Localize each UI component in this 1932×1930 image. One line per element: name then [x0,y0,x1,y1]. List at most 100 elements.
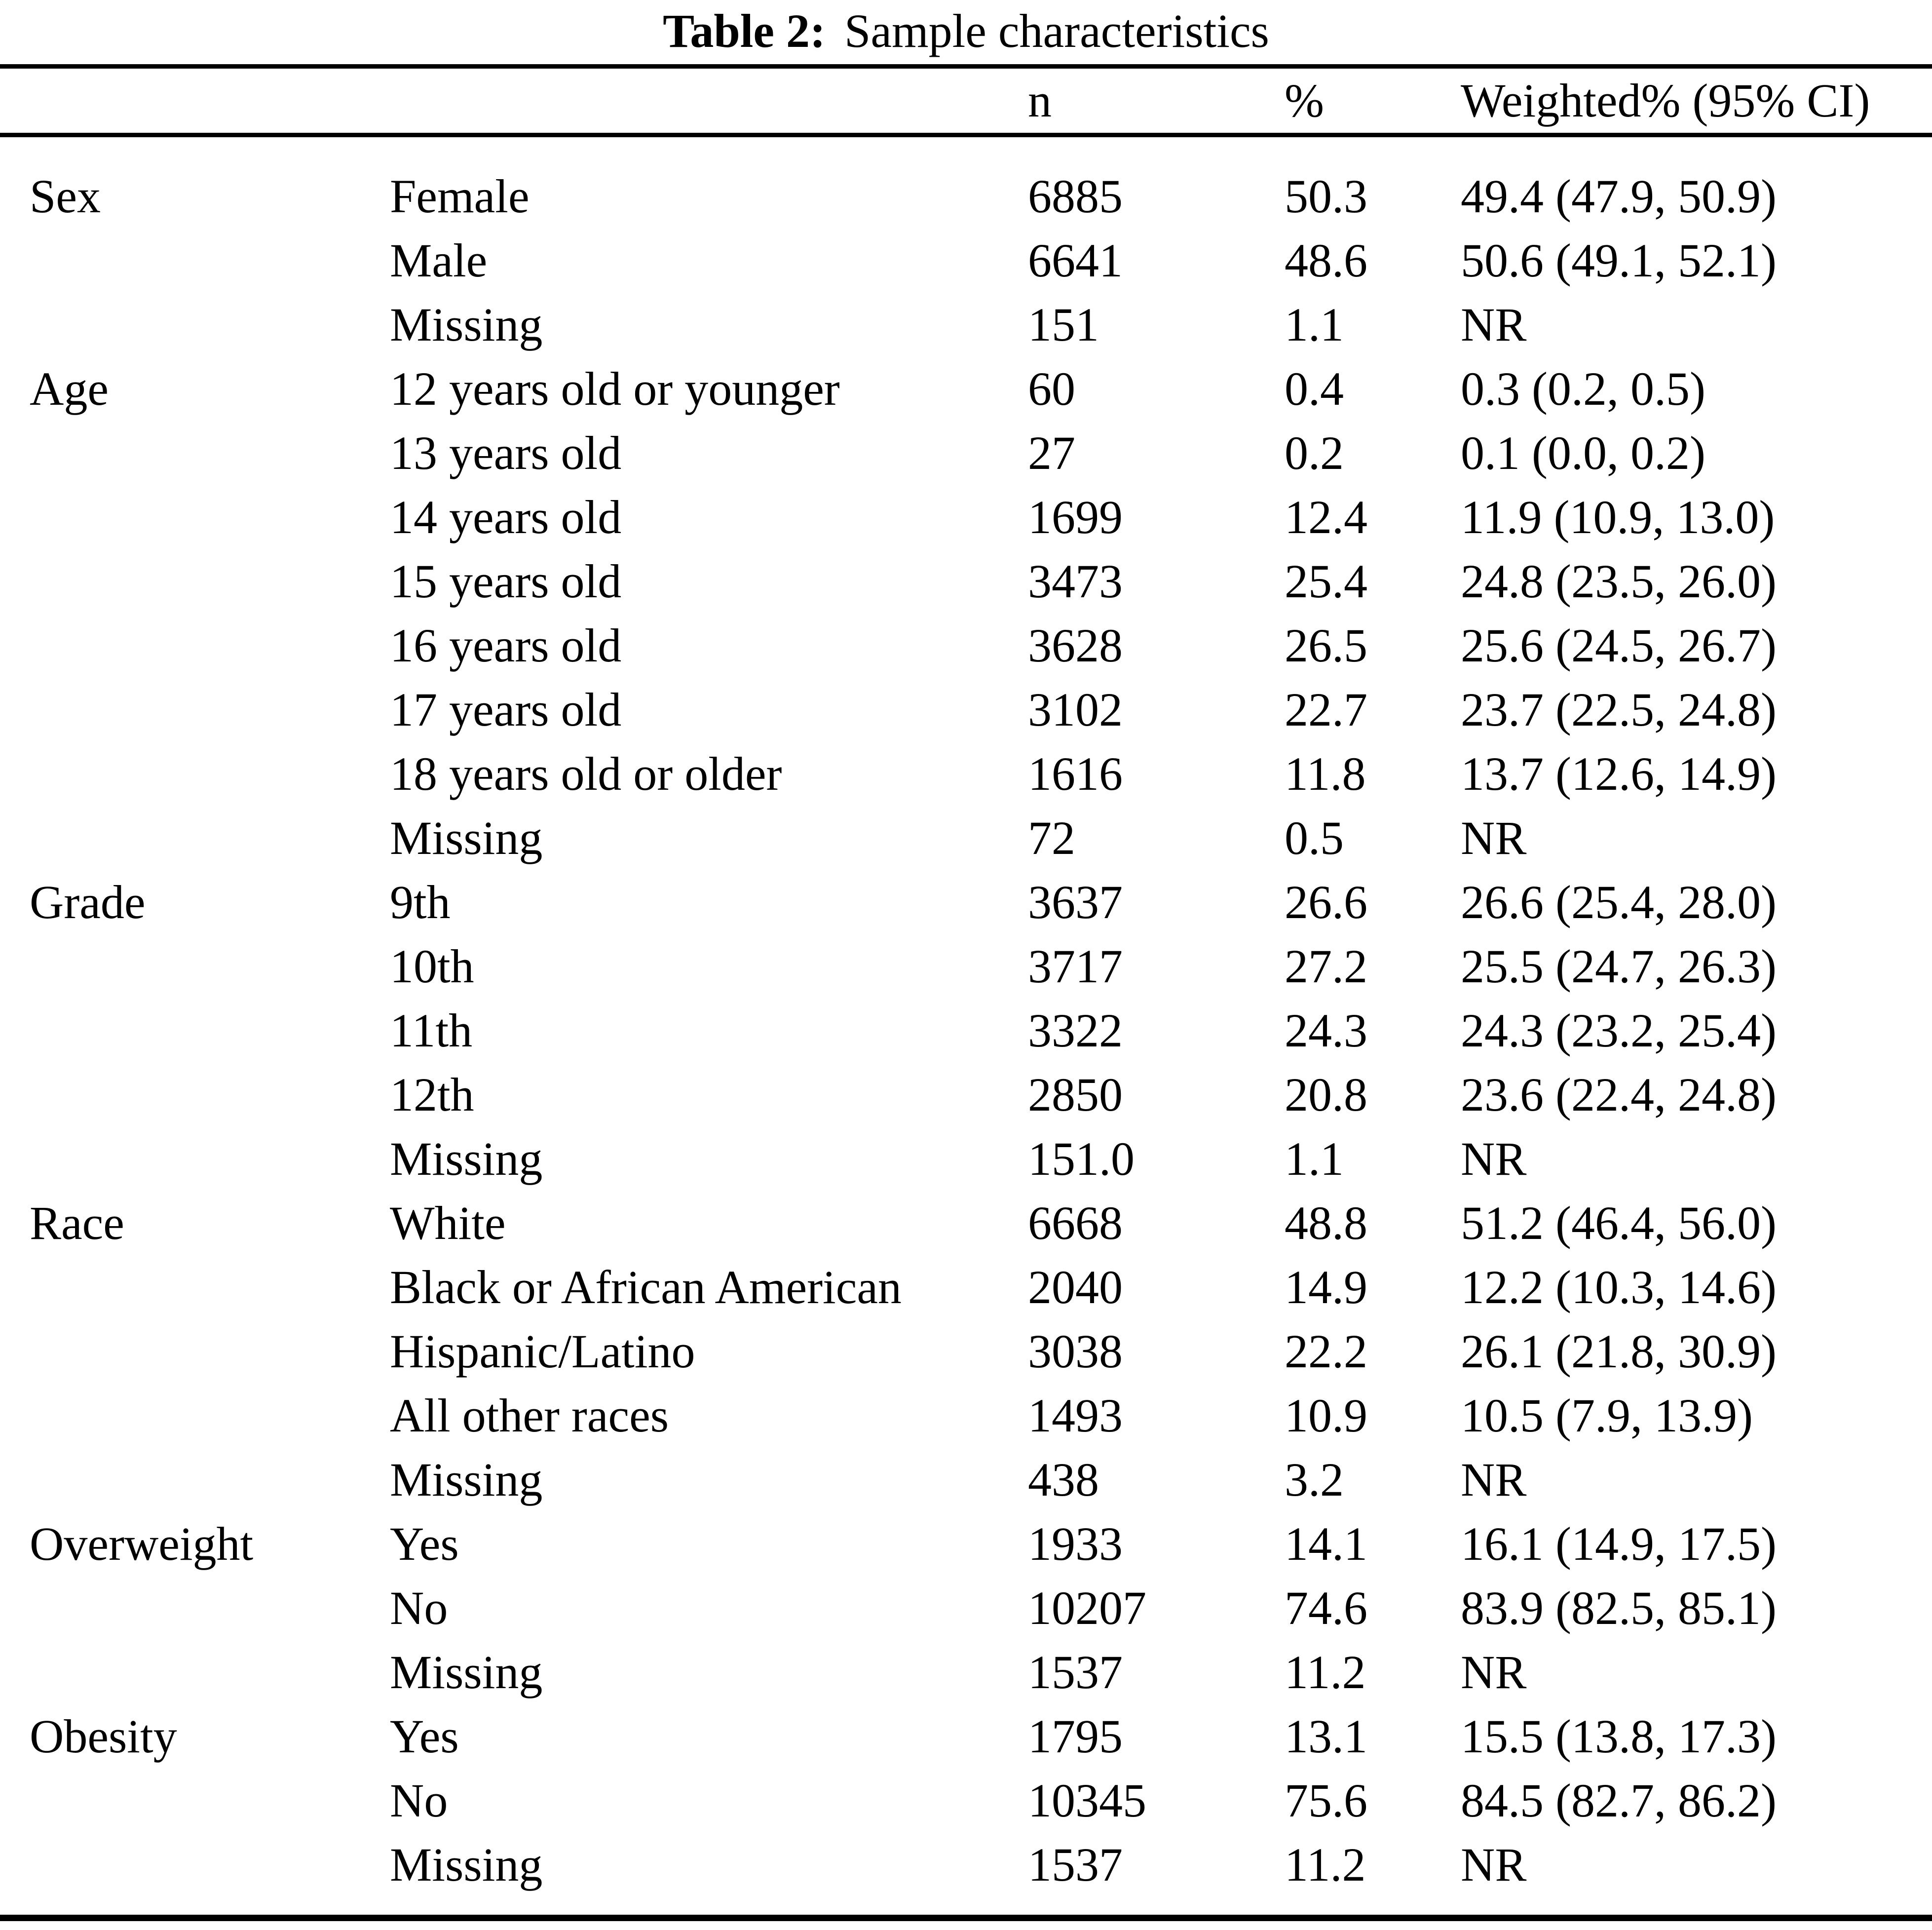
weighted-ci-cell: 13.7 (12.6, 14.9) [1461,747,1777,800]
category-cell [0,1576,390,1640]
col-header-pct: % [1285,74,1324,127]
table-row: 17 years old 3102 22.7 23.7 (22.5, 24.8) [0,678,1932,742]
n-cell: 3473 [1028,555,1123,608]
subcategory-cell: Missing [390,1132,543,1185]
n-cell: 3628 [1028,619,1123,672]
weighted-ci-cell: 0.3 (0.2, 0.5) [1461,362,1705,415]
subcategory-cell: 11th [390,1004,473,1057]
category-cell [0,1063,390,1127]
pct-cell: 24.3 [1285,1004,1367,1057]
weighted-ci-cell: 49.4 (47.9, 50.9) [1461,170,1777,223]
subcategory-cell: No [390,1774,448,1827]
pct-cell: 12.4 [1285,491,1367,543]
table-row: Missing 151 1.1 NR [0,293,1932,357]
subcategory-cell: 9th [390,876,451,928]
n-cell: 3637 [1028,876,1123,928]
category-cell: Obesity [30,1710,177,1763]
table-row: Missing 151.0 1.1 NR [0,1127,1932,1191]
pct-cell: 26.6 [1285,876,1367,928]
subcategory-cell: Missing [390,1453,543,1506]
subcategory-cell: Male [390,234,488,287]
table-row: Missing 72 0.5 NR [0,806,1932,870]
pct-cell: 27.2 [1285,940,1367,993]
n-cell: 1616 [1028,747,1123,800]
col-header-n: n [1028,74,1052,127]
pct-cell: 22.2 [1285,1325,1367,1378]
subcategory-cell: White [390,1197,506,1249]
category-cell [0,1769,390,1833]
weighted-ci-cell: 23.7 (22.5, 24.8) [1461,683,1777,736]
n-cell: 3038 [1028,1325,1123,1378]
weighted-ci-cell: 25.6 (24.5, 26.7) [1461,619,1777,672]
table-rule-header-bottom [0,133,1932,137]
category-cell [0,1640,390,1704]
weighted-ci-cell: 26.1 (21.8, 30.9) [1461,1325,1777,1378]
table-rule-bottom [0,1915,1932,1921]
subcategory-cell: Missing [390,1646,543,1698]
table-row: 14 years old 1699 12.4 11.9 (10.9, 13.0) [0,485,1932,549]
subcategory-cell: 14 years old [390,491,622,543]
table-row: Missing 1537 11.2 NR [0,1640,1932,1704]
table-row: 18 years old or older 1616 11.8 13.7 (12.6,… [0,742,1932,806]
pct-cell: 11.2 [1285,1646,1366,1698]
subcategory-cell: Black or African American [390,1261,902,1313]
weighted-ci-cell: 24.8 (23.5, 26.0) [1461,555,1777,608]
n-cell: 438 [1028,1453,1099,1506]
category-cell [0,485,390,549]
subcategory-cell: Yes [390,1517,459,1570]
subcategory-cell: 12 years old or younger [390,362,840,415]
category-cell: Overweight [30,1517,254,1570]
category-cell [0,1833,390,1897]
table-row: 11th 3322 24.3 24.3 (23.2, 25.4) [0,999,1932,1063]
table-row: Race White 6668 48.8 51.2 (46.4, 56.0) [0,1191,1932,1255]
sample-table-body: Sex Female 6885 50.3 49.4 (47.9, 50.9) Male 66… [0,137,1932,1915]
subcategory-cell: All other races [390,1389,669,1442]
pct-cell: 22.7 [1285,683,1367,736]
weighted-ci-cell: 84.5 (82.7, 86.2) [1461,1774,1777,1827]
pct-cell: 48.6 [1285,234,1367,287]
category-cell [0,1384,390,1448]
pct-cell: 25.4 [1285,555,1367,608]
weighted-ci-cell: 51.2 (46.4, 56.0) [1461,1197,1777,1249]
table-row: Sex Female 6885 50.3 49.4 (47.9, 50.9) [0,164,1932,229]
pct-cell: 26.5 [1285,619,1367,672]
n-cell: 10345 [1028,1774,1146,1827]
weighted-ci-cell: NR [1461,298,1527,351]
weighted-ci-cell: NR [1461,811,1527,864]
category-cell [0,1255,390,1319]
pct-cell: 14.9 [1285,1261,1367,1313]
subcategory-cell: 18 years old or older [390,747,782,800]
weighted-ci-cell: 26.6 (25.4, 28.0) [1461,876,1777,928]
category-cell [0,1448,390,1512]
pct-cell: 20.8 [1285,1068,1367,1121]
table-title-number: Table 2: [663,4,826,57]
n-cell: 72 [1028,811,1075,864]
weighted-ci-cell: 12.2 (10.3, 14.6) [1461,1261,1777,1313]
category-cell [0,549,390,614]
subcategory-cell: 12th [390,1068,474,1121]
weighted-ci-cell: 0.1 (0.0, 0.2) [1461,426,1705,479]
subcategory-cell: 10th [390,940,474,993]
table-row: Overweight Yes 1933 14.1 16.1 (14.9, 17.5) [0,1512,1932,1576]
weighted-ci-cell: 25.5 (24.7, 26.3) [1461,940,1777,993]
weighted-ci-cell: 83.9 (82.5, 85.1) [1461,1582,1777,1634]
category-cell [0,742,390,806]
pct-cell: 14.1 [1285,1517,1367,1570]
n-cell: 1933 [1028,1517,1123,1570]
subcategory-cell: No [390,1582,448,1634]
n-cell: 10207 [1028,1582,1146,1634]
n-cell: 27 [1028,426,1075,479]
weighted-ci-cell: NR [1461,1646,1527,1698]
table-title-text: Sample characteristics [844,4,1269,57]
n-cell: 1699 [1028,491,1123,543]
n-cell: 3102 [1028,683,1123,736]
table-row: 13 years old 27 0.2 0.1 (0.0, 0.2) [0,421,1932,485]
subcategory-cell: 15 years old [390,555,622,608]
category-cell [0,293,390,357]
weighted-ci-cell: 24.3 (23.2, 25.4) [1461,1004,1777,1057]
table-row: 12th 2850 20.8 23.6 (22.4, 24.8) [0,1063,1932,1127]
category-cell [0,229,390,293]
col-header-weighted: Weighted% (95% CI) [1461,74,1870,127]
subcategory-cell: Hispanic/Latino [390,1325,695,1378]
